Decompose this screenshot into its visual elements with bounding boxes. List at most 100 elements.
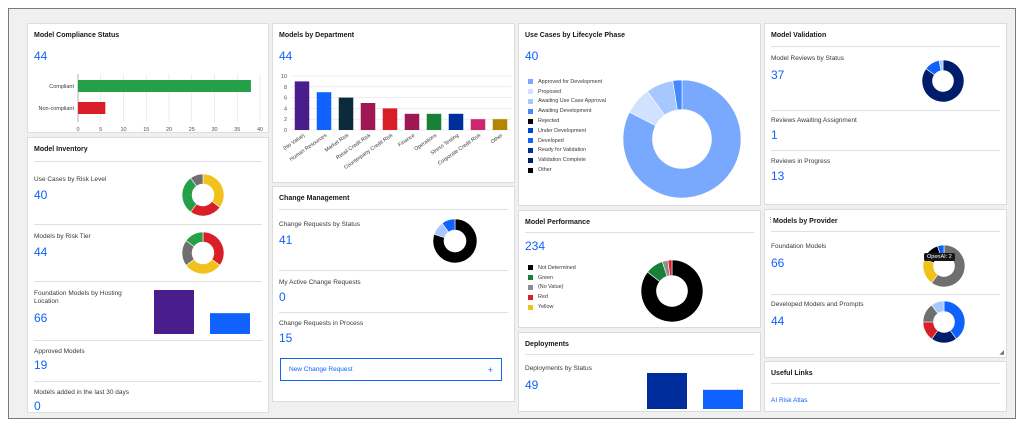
- risk-tier-donut-chart[interactable]: [181, 231, 225, 275]
- deployments-status-label: Deployments by Status: [525, 365, 592, 372]
- lifecycle-donut-chart[interactable]: [622, 79, 742, 199]
- legend-item[interactable]: Red: [528, 292, 576, 302]
- legend-label: Awaiting Use Case Approval: [538, 98, 606, 105]
- donut-slice[interactable]: [931, 300, 945, 314]
- foundation-donut-chart[interactable]: [922, 244, 966, 288]
- dashboard: Model Compliance Status 44 0 5 10 15 20 25 30 3…: [8, 8, 1016, 419]
- drag-handle-icon[interactable]: ⋮: [767, 217, 774, 224]
- added-value[interactable]: 0: [34, 399, 41, 413]
- in-progress-value[interactable]: 13: [771, 169, 785, 183]
- reviews-label: Model Reviews by Status: [771, 55, 844, 62]
- x-tick-label: 35: [234, 127, 240, 133]
- hosting-label: Foundation Models by Hosting Location: [34, 290, 122, 305]
- legend-item[interactable]: Awaiting Development: [528, 106, 606, 116]
- reviews-value[interactable]: 37: [771, 68, 785, 82]
- donut-slice[interactable]: [921, 59, 965, 103]
- bar[interactable]: [426, 113, 442, 130]
- legend-item[interactable]: Rejected: [528, 116, 606, 126]
- inventory-title: Model Inventory: [34, 146, 88, 153]
- donut-slice[interactable]: [640, 259, 704, 323]
- legend-label: Yellow: [538, 304, 554, 311]
- change-status-donut-chart[interactable]: [432, 218, 478, 264]
- legend-item[interactable]: Green: [528, 273, 576, 283]
- foundation-label: Foundation Models: [771, 243, 827, 250]
- provider-card: ⋮ Models by Provider Foundation Models 6…: [764, 209, 1007, 358]
- divider: [771, 150, 1000, 151]
- bar[interactable]: [703, 389, 743, 409]
- legend-swatch: [528, 128, 533, 134]
- legend-item[interactable]: Under Development: [528, 126, 606, 136]
- my-active-value[interactable]: 0: [279, 290, 286, 304]
- legend-item[interactable]: Validation Complete: [528, 155, 606, 165]
- legend-item[interactable]: Other: [528, 165, 606, 175]
- deployments-status-value[interactable]: 49: [525, 378, 539, 392]
- department-card: Models by Department 44 0 2 4 6 8 10 (No Value…: [272, 23, 515, 183]
- compliance-total[interactable]: 44: [34, 49, 48, 63]
- lifecycle-total[interactable]: 40: [525, 49, 539, 63]
- bar[interactable]: [294, 81, 310, 130]
- inventory-card: Model Inventory Use Cases by Risk Level …: [27, 137, 269, 413]
- bar[interactable]: [647, 373, 687, 409]
- category-label: Non-compliant: [39, 106, 75, 112]
- awaiting-value[interactable]: 1: [771, 128, 778, 142]
- legend-item[interactable]: Awaiting Use Case Approval: [528, 97, 606, 107]
- performance-total[interactable]: 234: [525, 239, 546, 253]
- new-change-request-button[interactable]: New Change Request +: [280, 358, 502, 381]
- foundation-value[interactable]: 66: [771, 256, 785, 270]
- legend-swatch: [528, 167, 533, 173]
- resize-handle-icon[interactable]: ◢: [999, 350, 1004, 356]
- bar[interactable]: [78, 80, 251, 92]
- bar[interactable]: [492, 119, 508, 130]
- hosting-bar-chart[interactable]: [150, 288, 260, 334]
- donut-slice[interactable]: [622, 79, 742, 199]
- donut-slice[interactable]: [432, 218, 478, 264]
- donut-slice[interactable]: [185, 231, 204, 248]
- x-tick-label: 0: [76, 127, 79, 133]
- bar[interactable]: [338, 97, 354, 130]
- donut-slice[interactable]: [190, 173, 204, 187]
- legend-item[interactable]: Approved for Development: [528, 77, 606, 87]
- approved-label: Approved Models: [34, 348, 85, 355]
- divider: [771, 46, 1000, 47]
- bar[interactable]: [382, 108, 398, 130]
- change-title: Change Management: [279, 195, 350, 202]
- legend-item[interactable]: Proposed: [528, 87, 606, 97]
- approved-value[interactable]: 19: [34, 358, 48, 372]
- bar[interactable]: [78, 102, 106, 114]
- developed-donut-chart[interactable]: [922, 300, 966, 344]
- bar[interactable]: [448, 113, 464, 130]
- risk-tier-value[interactable]: 44: [34, 245, 48, 259]
- risk-level-donut-chart[interactable]: [181, 173, 225, 217]
- donut-slice[interactable]: [931, 244, 966, 288]
- change-status-value[interactable]: 41: [279, 233, 293, 247]
- legend-item[interactable]: Developed: [528, 136, 606, 146]
- donut-slice[interactable]: [667, 259, 673, 276]
- department-total[interactable]: 44: [279, 49, 293, 63]
- reviews-donut-chart[interactable]: [921, 59, 965, 103]
- bar[interactable]: [316, 92, 332, 130]
- bar[interactable]: [360, 103, 376, 130]
- legend-item[interactable]: Yellow: [528, 302, 576, 312]
- bar[interactable]: [210, 313, 250, 334]
- bar[interactable]: [470, 119, 486, 130]
- donut-slice[interactable]: [441, 218, 456, 233]
- department-title: Models by Department: [279, 32, 355, 39]
- risk-tier-label: Models by Risk Tier: [34, 233, 91, 240]
- developed-value[interactable]: 44: [771, 314, 785, 328]
- legend-label: Other: [538, 167, 552, 174]
- donut-slice[interactable]: [672, 79, 683, 111]
- donut-slice[interactable]: [938, 59, 944, 72]
- bar[interactable]: [154, 290, 194, 334]
- legend-item[interactable]: Not Determined: [528, 263, 576, 273]
- in-process-value[interactable]: 15: [279, 331, 293, 345]
- hosting-value[interactable]: 66: [34, 311, 48, 325]
- bar[interactable]: [404, 113, 420, 130]
- performance-donut-chart[interactable]: [640, 259, 704, 323]
- ai-risk-atlas-link[interactable]: AI Risk Atlas: [771, 397, 808, 404]
- legend-swatch: [528, 98, 533, 104]
- risk-level-value[interactable]: 40: [34, 188, 48, 202]
- deployments-bar-chart[interactable]: [643, 371, 753, 409]
- legend-item[interactable]: (No Value): [528, 283, 576, 293]
- legend-item[interactable]: Ready for Validation: [528, 146, 606, 156]
